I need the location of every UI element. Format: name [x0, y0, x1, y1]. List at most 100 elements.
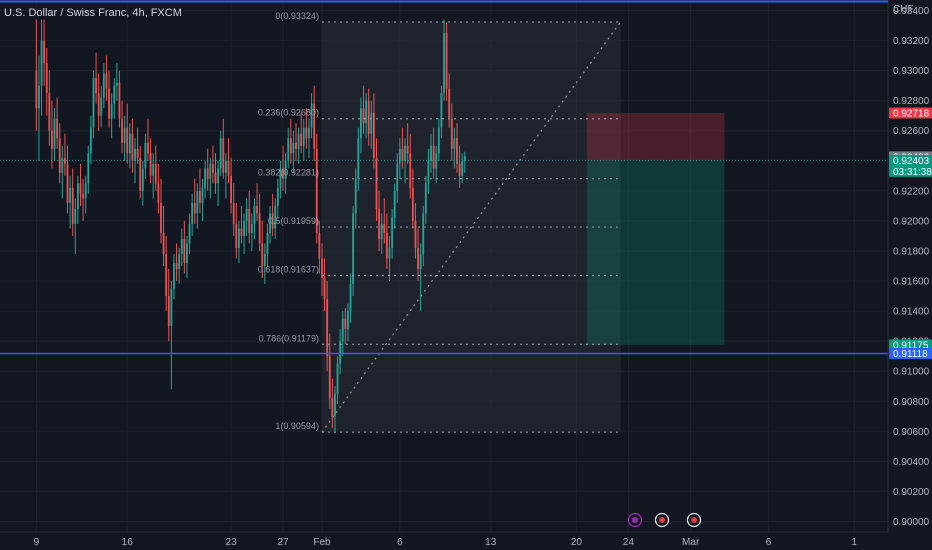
candle-body: [339, 341, 342, 364]
candle-body: [334, 393, 336, 417]
candle-body: [380, 223, 383, 239]
candle-body: [461, 160, 464, 176]
time-tick-label: 9: [34, 537, 40, 548]
candle-body: [123, 127, 126, 143]
candle-body: [383, 223, 386, 233]
candle-body: [456, 138, 458, 164]
price-axis[interactable]: [888, 0, 932, 550]
candle-body: [414, 220, 417, 248]
price-tick-label: 0.92600: [893, 126, 930, 137]
candle-body: [391, 217, 393, 248]
candle-body: [258, 213, 261, 244]
candle-body: [302, 127, 305, 146]
candle-body: [139, 157, 142, 191]
candle-body: [128, 133, 131, 154]
candle-body: [38, 85, 40, 109]
candle-body: [385, 232, 388, 259]
candle-body: [409, 153, 412, 188]
candle-body: [295, 142, 297, 149]
candle-body: [243, 220, 245, 236]
candle-body: [105, 73, 108, 89]
fib-level-label: 0.5(0.91959): [268, 216, 319, 226]
candle-body: [375, 157, 378, 209]
candle-body: [427, 160, 430, 184]
candle-body: [411, 187, 414, 221]
candle-body: [445, 33, 448, 89]
price-tag-label: 0.92718: [893, 109, 930, 120]
candle-body: [95, 78, 97, 94]
candle-body: [206, 168, 209, 179]
candle-body: [180, 238, 183, 254]
candle-body: [448, 88, 451, 119]
candle-body: [188, 223, 191, 244]
candle-body: [173, 262, 175, 289]
candle-body: [313, 103, 316, 149]
price-tick-label: 0.90400: [893, 457, 930, 468]
candle-body: [102, 73, 105, 98]
time-axis-ticks: 9 16 23 27 Feb 6 13 20 24 Mar 6 1: [34, 537, 858, 548]
time-tick-label: 1: [851, 537, 857, 548]
fib-level-label: 0.618(0.91637): [258, 264, 319, 274]
candle-body: [79, 183, 82, 194]
candle-body: [56, 118, 59, 139]
candle-body: [360, 108, 362, 139]
price-tag-stop: [889, 107, 932, 119]
candle-body: [318, 232, 321, 259]
candle-body: [201, 187, 204, 203]
candle-body: [152, 163, 155, 176]
time-tick-label: 27: [277, 537, 289, 548]
candle-body: [147, 142, 149, 154]
candle-body: [183, 238, 186, 263]
candle-body: [256, 205, 258, 214]
candle-body: [209, 163, 212, 179]
horizontal-lines[interactable]: [0, 159, 888, 355]
candle-body: [440, 93, 443, 128]
candle-body: [393, 190, 396, 218]
candle-body: [357, 138, 360, 179]
price-tick-label: 0.91600: [893, 277, 930, 288]
time-tick-label: 20: [571, 537, 583, 548]
candle-body: [64, 157, 66, 164]
candle-body: [144, 142, 147, 169]
candle-body: [43, 40, 46, 64]
candle-body: [100, 97, 103, 116]
fib-level-label: 1(0.90594): [275, 421, 319, 431]
price-tag-target: [889, 339, 932, 351]
candle-body: [352, 213, 355, 285]
candle-body: [370, 112, 373, 134]
candle-body: [284, 160, 287, 179]
candle-body: [92, 78, 95, 128]
candle-body: [396, 163, 399, 191]
stop-loss-zone: [586, 113, 725, 161]
candle-body: [162, 232, 165, 254]
event-markers[interactable]: [627, 512, 702, 528]
fib-retracement[interactable]: 0(0.93324) 0.236(0.92680) 0.382(0.92281) 0.…: [258, 11, 622, 433]
time-tick-label: 6: [397, 537, 403, 548]
candle-body: [217, 168, 220, 184]
candle-body: [326, 299, 329, 357]
candle-body: [336, 363, 339, 394]
time-axis[interactable]: [0, 532, 932, 550]
candle-body: [118, 82, 121, 119]
candle-body: [134, 148, 136, 161]
candle-body: [279, 168, 282, 188]
candle-body: [160, 202, 162, 233]
candle-body: [235, 223, 238, 248]
candle-body: [271, 213, 274, 229]
candle-body: [331, 398, 334, 417]
candle-body: [362, 108, 365, 124]
price-tick-label: 0.91400: [893, 307, 930, 318]
candle-body: [136, 148, 139, 158]
candle-body: [170, 288, 173, 327]
candle-body: [126, 127, 129, 154]
countdown-label: 03:31:38: [893, 167, 932, 178]
candle-body: [204, 168, 207, 188]
candle-body: [354, 178, 357, 214]
position-zones: [586, 113, 725, 345]
candle-body: [450, 118, 453, 149]
time-tick-label: Mar: [682, 537, 700, 548]
time-tick-label: Feb: [313, 537, 331, 548]
candle-body: [178, 253, 181, 270]
candle-body: [89, 127, 92, 154]
